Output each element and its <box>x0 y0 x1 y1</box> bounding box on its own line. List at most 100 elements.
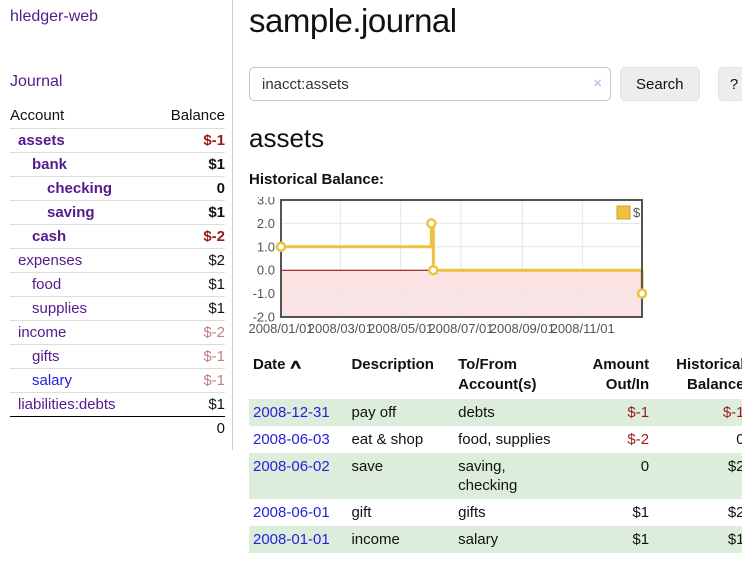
register-table: Date ∧ Description To/From Account(s) Amount… <box>249 353 742 553</box>
account-link-assets[interactable]: assets <box>18 132 65 149</box>
register-row: 2008-06-03 eat & shop food, supplies $-2 0 <box>249 426 742 453</box>
chart-svg: $3.0 2.0 1.0 0.0 -1.0 -2.02008/01/012008/03/0… <box>248 193 648 336</box>
transaction-accounts: gifts <box>458 504 486 521</box>
clear-search-icon[interactable]: × <box>593 75 602 92</box>
brand-link[interactable]: hledger-web <box>10 8 99 25</box>
register-header-date[interactable]: Date ∧ <box>253 356 303 373</box>
account-row: income $-2 <box>10 320 225 345</box>
accounts-header-account: Account <box>10 107 65 124</box>
account-balance: $-2 <box>152 224 225 249</box>
transaction-date-link[interactable]: 2008-06-03 <box>253 431 330 448</box>
account-link-income[interactable]: income <box>18 324 67 341</box>
svg-text:2008/01/01: 2008/01/01 <box>249 321 314 336</box>
account-row: supplies $1 <box>10 296 225 321</box>
transaction-balance: $-1 <box>655 399 742 426</box>
account-link-bank[interactable]: bank <box>32 156 68 173</box>
svg-text:0.0: 0.0 <box>257 263 275 278</box>
register-row: 2008-01-01 income salary $1 $1 <box>249 526 742 553</box>
accounts-table: Account Balance assets $-1 bank $1 checking 0… <box>10 105 225 440</box>
register-row: 2008-06-02 save saving, checking 0 $2 <box>249 453 742 499</box>
account-row: checking 0 <box>10 176 225 201</box>
account-link-expenses[interactable]: expenses <box>18 252 83 269</box>
account-row: expenses $2 <box>10 248 225 273</box>
transaction-balance: $1 <box>655 526 742 553</box>
transaction-balance: $2 <box>727 504 742 521</box>
svg-text:2008/09/01: 2008/09/01 <box>490 321 555 336</box>
account-link-food[interactable]: food <box>32 276 62 293</box>
transaction-amount: $1 <box>632 504 650 521</box>
account-balance: $1 <box>152 296 225 321</box>
account-row: liabilities:debts $1 <box>10 392 225 417</box>
account-row: salary $-1 <box>10 368 225 393</box>
account-balance: $1 <box>152 152 225 177</box>
transaction-amount: $1 <box>568 526 656 553</box>
register-row: 2008-12-31 pay off debts $-1 $-1 <box>249 399 742 426</box>
register-header-description: Description <box>351 356 434 373</box>
transaction-description: eat & shop <box>351 431 424 448</box>
account-balance: $1 <box>152 200 225 225</box>
help-button[interactable]: ? <box>717 67 742 101</box>
transaction-amount: 0 <box>568 453 656 499</box>
account-balance: $2 <box>152 248 225 273</box>
search-input-wrap: × <box>249 67 611 101</box>
transaction-date-link[interactable]: 2008-01-01 <box>253 531 330 548</box>
accounts-total-value: 0 <box>152 416 225 440</box>
account-link-gifts[interactable]: gifts <box>32 348 60 365</box>
transaction-accounts: debts <box>454 399 569 426</box>
sidebar-item-journal[interactable]: Journal <box>10 73 63 90</box>
account-balance: $1 <box>152 392 225 417</box>
transaction-accounts: food, supplies <box>458 431 551 448</box>
search-button[interactable]: Search <box>620 67 700 101</box>
account-heading: assets <box>249 123 325 153</box>
sidebar: hledger-web Journal Account Balance asse… <box>0 0 233 450</box>
main-content: sample.journal × Search ? assets Histori… <box>233 0 742 553</box>
svg-text:2008/03/01: 2008/03/01 <box>308 321 373 336</box>
register-header-to-from-account-s-: To/From Account(s) <box>458 356 537 393</box>
svg-text:-2.0: -2.0 <box>253 310 275 325</box>
account-balance: $1 <box>152 272 225 297</box>
transaction-date-link[interactable]: 2008-06-02 <box>253 458 330 475</box>
account-link-liabilities-debts[interactable]: liabilities:debts <box>18 396 116 413</box>
account-link-checking[interactable]: checking <box>47 180 113 197</box>
account-link-saving[interactable]: saving <box>47 204 95 221</box>
account-row: food $1 <box>10 272 225 297</box>
account-balance: $-2 <box>152 320 225 345</box>
svg-text:2.0: 2.0 <box>257 216 275 231</box>
account-balance: 0 <box>152 176 225 201</box>
accounts-header-balance: Balance <box>170 107 225 124</box>
account-link-salary[interactable]: salary <box>32 372 73 389</box>
transaction-balance: $2 <box>655 453 742 499</box>
svg-text:-1.0: -1.0 <box>253 286 275 301</box>
account-balance: $-1 <box>152 128 225 153</box>
chart-title: Historical Balance: <box>249 171 385 188</box>
transaction-balance: 0 <box>736 431 742 448</box>
search-bar: × Search ? <box>249 67 742 101</box>
page-title: sample.journal <box>249 2 457 39</box>
account-link-supplies[interactable]: supplies <box>32 300 88 317</box>
account-link-cash[interactable]: cash <box>32 228 67 245</box>
register-row: 2008-06-01 gift gifts $1 $2 <box>249 499 742 526</box>
transaction-accounts: saving, checking <box>454 453 569 499</box>
transaction-description: pay off <box>347 399 455 426</box>
account-row: assets $-1 <box>10 128 225 153</box>
historical-balance-chart: $3.0 2.0 1.0 0.0 -1.0 -2.0 2008/01/01 2008/03/0… <box>248 193 742 339</box>
search-input[interactable] <box>249 67 611 101</box>
transaction-description: income <box>347 526 455 553</box>
transaction-description: gift <box>351 504 372 521</box>
transaction-date-link[interactable]: 2008-12-31 <box>253 404 330 421</box>
accounts-header-row: Account Balance <box>10 105 225 129</box>
svg-text:1.0: 1.0 <box>257 239 275 254</box>
transaction-amount: $-2 <box>627 431 650 448</box>
register-header-amount-out-in: Amount Out/In <box>592 356 650 393</box>
accounts-total-row: 0 <box>10 416 225 440</box>
account-row: saving $1 <box>10 200 225 225</box>
svg-text:2008/07/01: 2008/07/01 <box>428 321 493 336</box>
register-header-row: Date ∧ Description To/From Account(s) Amount… <box>249 353 742 399</box>
svg-text:2008/05/01: 2008/05/01 <box>368 321 433 336</box>
app: hledger-web Journal Account Balance asse… <box>0 0 742 553</box>
svg-text:2008/11/01: 2008/11/01 <box>551 321 615 336</box>
transaction-date-link[interactable]: 2008-06-01 <box>253 504 330 521</box>
transaction-amount: $-1 <box>568 399 656 426</box>
account-balance: $-1 <box>152 368 225 393</box>
svg-text:$: $ <box>633 205 641 220</box>
